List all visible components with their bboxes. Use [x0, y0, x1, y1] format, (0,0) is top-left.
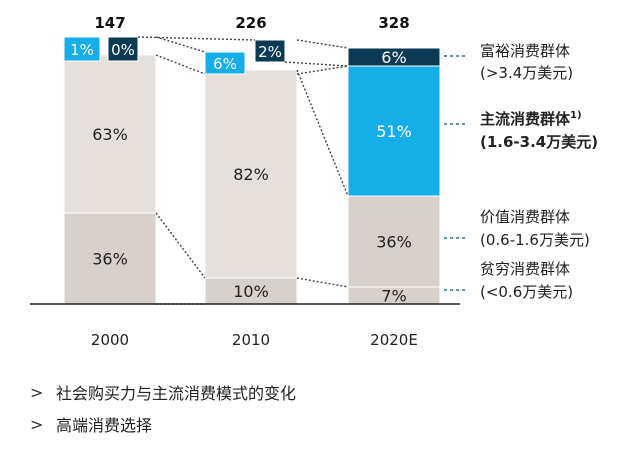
legend: 富裕消费群体 (>3.4万美元) 主流消费群体1) (1.6-3.4万美元) 价值消费群… [444, 42, 598, 301]
segment-label: 82% [233, 165, 269, 184]
x-tick-label: 2010 [232, 331, 270, 349]
segment-label: 36% [376, 233, 412, 252]
segment-label: 36% [92, 250, 128, 269]
connector-line [155, 212, 206, 279]
connector-line [155, 36, 206, 53]
segment-label: 7% [381, 287, 406, 306]
connector-line [296, 39, 349, 49]
x-tick-label: 2000 [91, 331, 129, 349]
connector-line [296, 277, 349, 288]
bullet-item: > 社会购买力与主流消费模式的变化 [30, 376, 296, 408]
value-segment [63, 212, 157, 305]
top-segment [63, 36, 101, 62]
segment-label: 1% [70, 41, 94, 59]
segment-label: 6% [213, 55, 237, 73]
segment-label: 63% [92, 125, 128, 144]
bars-group: 36% 63% 1% 0% 10% 82% 6% 2% 7% 36% 51% 6% [63, 36, 441, 306]
connector-line [284, 61, 349, 67]
connector-line [137, 36, 256, 41]
legend-name: 价值消费群体 [480, 208, 570, 226]
bullet-marker: > [30, 382, 44, 402]
legend-footnote: 1) [570, 110, 582, 121]
bar-total: 226 [235, 14, 266, 32]
bar-total: 147 [94, 14, 125, 32]
affluent-segment [347, 47, 441, 67]
bullet-text: 社会购买力与主流消费模式的变化 [56, 384, 297, 403]
segment-label: 51% [376, 122, 412, 141]
connector-line [296, 65, 349, 75]
segment-label: 10% [233, 282, 269, 301]
mainstream-segment [63, 54, 157, 214]
stacked-bar-chart: 36% 63% 1% 0% 10% 82% 6% 2% 7% 36% 51% 6% 富裕消费群体 (>3… [30, 14, 598, 349]
legend-name: 贫穷消费群体 [480, 260, 570, 278]
connector-lines [137, 36, 349, 305]
legend-range: (>3.4万美元) [480, 64, 573, 82]
connector-line [296, 69, 349, 197]
legend-name: 主流消费群体1) [480, 110, 582, 128]
connector-line [155, 54, 206, 75]
bullet-list: > 社会购买力与主流消费模式的变化 > 高端消费选择 [30, 376, 296, 440]
top-segment [107, 36, 139, 62]
x-axis-labels: 2000 2010 2020E [91, 331, 418, 349]
mainstream-segment [347, 65, 441, 197]
legend-range: (1.6-3.4万美元) [480, 133, 598, 151]
mainstream-segment [204, 69, 298, 279]
top-segment [254, 39, 286, 63]
top-segment [204, 51, 246, 75]
bullet-item: > 高端消费选择 [30, 408, 296, 440]
legend-range: (<0.6万美元) [480, 283, 573, 301]
segment-label: 0% [111, 41, 135, 59]
bar-totals: 147 226 328 [94, 14, 409, 32]
legend-name: 富裕消费群体 [480, 42, 570, 60]
bar-total: 328 [378, 14, 409, 32]
segment-label: 6% [381, 48, 406, 67]
bullet-text: 高端消费选择 [56, 416, 153, 435]
segment-label: 2% [258, 43, 282, 61]
x-tick-label: 2020E [370, 331, 418, 349]
bullet-marker: > [30, 414, 44, 434]
legend-range: (0.6-1.6万美元) [480, 231, 590, 249]
